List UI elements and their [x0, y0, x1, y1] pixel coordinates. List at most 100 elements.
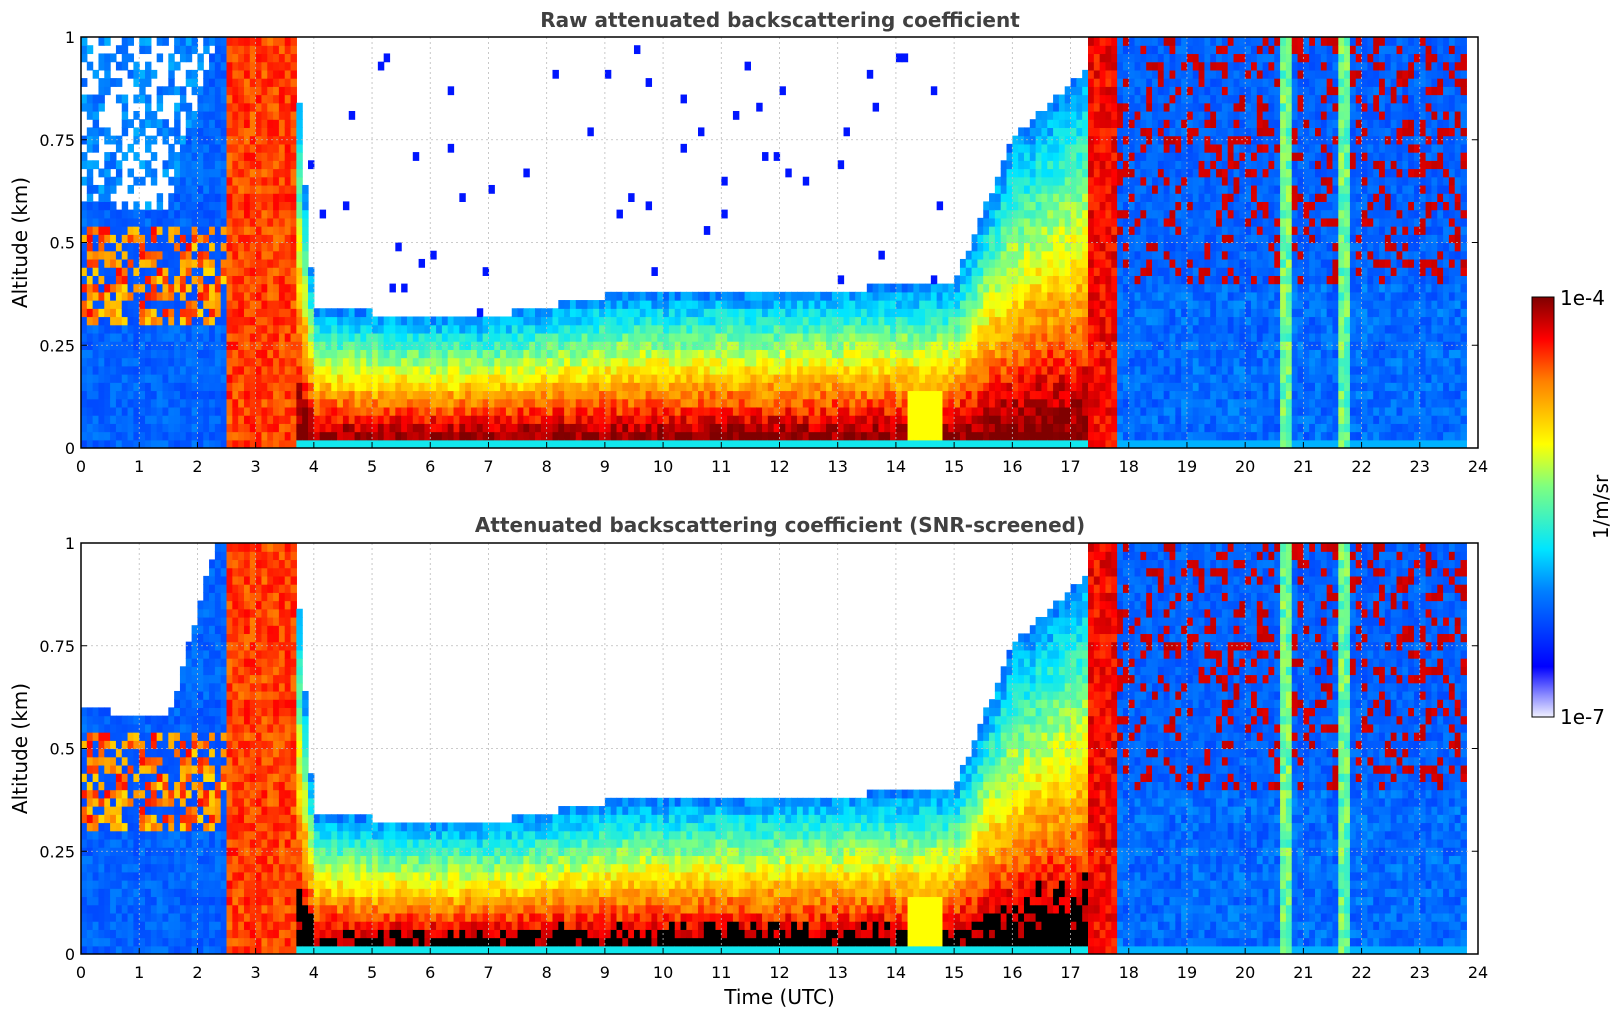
heatmap-cell	[581, 349, 589, 359]
heatmap-cell	[1058, 234, 1066, 244]
heatmap-cell	[121, 53, 129, 63]
heatmap-cell	[115, 283, 123, 293]
heatmap-cell	[139, 365, 146, 375]
heatmap-cell	[820, 415, 827, 424]
heatmap-cell	[779, 439, 786, 448]
heatmap-cell	[633, 431, 641, 441]
heatmap-cell	[1117, 398, 1124, 408]
heatmap-cell	[179, 357, 187, 367]
heatmap-cell	[1099, 275, 1107, 285]
heatmap-cell	[278, 242, 286, 252]
heatmap-cell	[296, 390, 303, 400]
heatmap-cell	[133, 78, 140, 87]
heatmap-cell	[278, 267, 286, 276]
heatmap-cell	[197, 365, 204, 375]
heatmap-cell	[593, 423, 600, 433]
heatmap-cell	[1018, 193, 1025, 202]
heatmap-cell	[971, 250, 979, 260]
heatmap-cell	[441, 398, 449, 408]
heatmap-cell	[1047, 152, 1054, 161]
heatmap-cell	[290, 135, 297, 145]
heatmap-cell	[284, 431, 292, 441]
heatmap-cell	[767, 291, 775, 301]
heatmap-cell	[476, 324, 484, 334]
heatmap-cell	[698, 374, 705, 383]
heatmap-cell	[767, 365, 775, 375]
heatmap-cell	[1076, 365, 1083, 375]
heatmap-cell	[593, 349, 600, 359]
heatmap-cell	[372, 365, 379, 375]
heatmap-cell	[354, 316, 361, 326]
heatmap-cell	[115, 341, 123, 350]
heatmap-cell	[1018, 143, 1025, 153]
heatmap-cell	[558, 332, 565, 342]
heatmap-cell	[453, 357, 460, 367]
heatmap-cell	[145, 357, 152, 367]
heatmap-cell	[238, 332, 245, 342]
heatmap-cell	[86, 423, 94, 433]
panel-raw: Raw attenuated backscattering coefficien…	[8, 8, 1488, 476]
heatmap-cell	[1128, 406, 1136, 416]
heatmap-cell	[162, 168, 169, 178]
heatmap-cell	[1122, 168, 1130, 178]
heatmap-cell	[179, 332, 187, 342]
heatmap-cell	[1099, 250, 1107, 260]
heatmap-cell	[616, 374, 623, 383]
heatmap-cell	[942, 349, 949, 359]
heatmap-cell	[226, 242, 233, 252]
heatmap-cell	[185, 324, 193, 334]
heatmap-cell	[645, 300, 653, 309]
heatmap-cell	[1093, 143, 1101, 153]
heatmap-cell	[698, 431, 705, 441]
heatmap-cell	[994, 382, 1002, 392]
heatmap-cell	[540, 316, 548, 326]
heatmap-cell	[150, 110, 158, 120]
heatmap-cell	[1076, 431, 1083, 441]
heatmap-cell	[785, 415, 792, 424]
heatmap-cell	[878, 439, 885, 448]
heatmap-cell	[826, 332, 833, 342]
heatmap-cell	[1111, 217, 1118, 227]
heatmap-cell	[1070, 258, 1077, 268]
heatmap-cell	[238, 234, 245, 244]
heatmap-cell	[325, 390, 332, 400]
heatmap-cell	[337, 398, 344, 408]
heatmap-cell	[930, 374, 938, 383]
heatmap-cell	[692, 324, 699, 334]
heatmap-cell	[471, 431, 478, 441]
heatmap-cell	[785, 168, 792, 178]
heatmap-cell	[505, 431, 513, 441]
heatmap-cell	[1122, 250, 1130, 260]
heatmap-cell	[1035, 332, 1043, 342]
heatmap-cell	[278, 69, 286, 79]
heatmap-cell	[744, 390, 751, 400]
heatmap-cell	[412, 324, 420, 334]
heatmap-cell	[278, 390, 286, 400]
heatmap-cell	[226, 283, 233, 293]
heatmap-cell	[1088, 324, 1095, 334]
heatmap-cell	[162, 86, 169, 96]
heatmap-cell	[663, 439, 670, 448]
heatmap-cell	[232, 127, 239, 137]
heatmap-cell	[1058, 184, 1066, 194]
heatmap-cell	[942, 332, 949, 342]
heatmap-cell	[546, 415, 554, 424]
heatmap-cell	[511, 349, 519, 359]
heatmap-cell	[232, 45, 239, 55]
heatmap-cell	[901, 53, 909, 63]
heatmap-cell	[104, 300, 111, 309]
heatmap-cell	[220, 382, 228, 392]
heatmap-cell	[406, 324, 414, 334]
heatmap-cell	[645, 341, 653, 350]
heatmap-cell	[1064, 242, 1072, 252]
heatmap-cell	[197, 226, 204, 235]
heatmap-cell	[214, 390, 222, 400]
heatmap-cell	[727, 390, 734, 400]
heatmap-cell	[121, 324, 129, 334]
heatmap-cell	[1088, 398, 1095, 408]
heatmap-cell	[954, 291, 961, 301]
heatmap-cell	[110, 365, 117, 375]
heatmap-cell	[296, 398, 303, 408]
heatmap-cell	[680, 94, 687, 104]
heatmap-cell	[1099, 382, 1107, 392]
